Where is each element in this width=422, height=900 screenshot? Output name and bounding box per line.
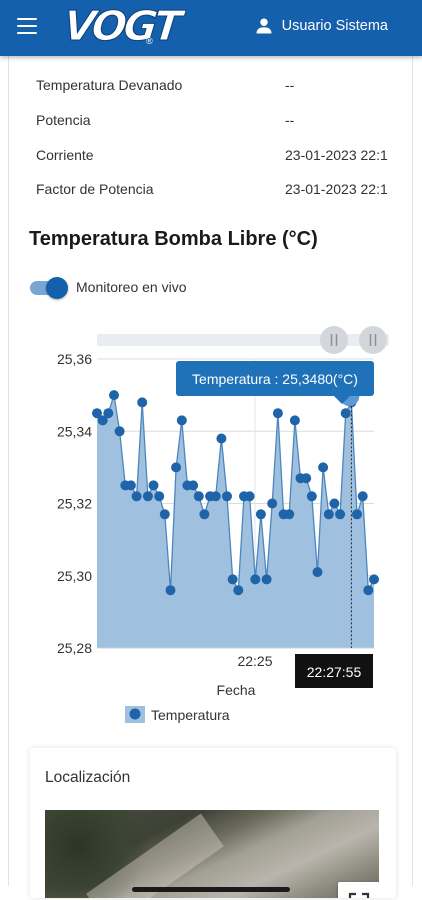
zoom-handle-start[interactable] (320, 326, 348, 354)
user-menu-button[interactable]: Usuario Sistema (254, 16, 388, 36)
property-label: Factor de Potencia (36, 181, 154, 197)
x-axis-label: Fecha (217, 682, 256, 698)
data-point (289, 415, 300, 426)
user-name: Usuario Sistema (281, 18, 388, 34)
y-tick-label: 25,30 (57, 568, 92, 584)
y-tick-label: 25,32 (57, 496, 92, 512)
data-point (103, 408, 114, 419)
data-point (244, 491, 255, 502)
satellite-map[interactable] (45, 810, 379, 898)
data-point (176, 415, 187, 426)
data-point (284, 509, 295, 520)
vogt-logo: VOGT (61, 2, 182, 51)
property-row: Factor de Potencia 23-01-2023 22:1 (36, 178, 406, 202)
live-monitoring-toggle[interactable] (28, 277, 68, 299)
tooltip-box (176, 361, 374, 396)
y-tick-label: 25,34 (57, 423, 92, 439)
property-value: 23-01-2023 22:1 (285, 181, 388, 197)
data-point (142, 491, 153, 502)
fullscreen-button[interactable] (338, 882, 379, 898)
data-point (92, 408, 102, 419)
account-icon (256, 18, 272, 34)
data-point (109, 390, 119, 401)
fullscreen-icon (348, 892, 370, 898)
data-point (97, 415, 108, 426)
tooltip-text: Temperatura : 25,3480(°C) (192, 371, 358, 387)
data-point (159, 509, 170, 520)
toggle-thumb (46, 277, 68, 299)
property-value: -- (285, 112, 295, 128)
data-point (267, 498, 278, 509)
location-card-title: Localización (45, 769, 131, 786)
data-point (233, 585, 244, 596)
tooltip-pointer (334, 396, 350, 404)
property-label: Potencia (36, 112, 91, 128)
data-point (357, 491, 368, 502)
data-point (318, 462, 329, 473)
data-point (352, 509, 362, 520)
property-row: Potencia -- (36, 109, 406, 133)
property-row: Temperatura Devanado -- (36, 74, 406, 98)
time-label-text: 22:27:55 (307, 664, 362, 680)
data-point (165, 585, 176, 596)
x-tick-label: 22:25 (237, 653, 272, 669)
app-bar: VOGT ® Usuario Sistema (0, 0, 422, 56)
data-point (199, 509, 210, 520)
property-value: 23-01-2023 22:1 (285, 147, 388, 163)
data-point (340, 408, 351, 419)
map-tree-cover (45, 810, 155, 898)
chart-title: Temperatura Bomba Libre (°C) (29, 228, 318, 250)
data-point (369, 574, 379, 585)
data-point (227, 574, 238, 585)
property-row: Corriente 23-01-2023 22:1 (36, 144, 406, 168)
data-point (216, 433, 227, 444)
data-point (261, 574, 272, 585)
data-point (210, 491, 221, 502)
data-point (137, 397, 148, 408)
hamburger-menu-icon[interactable] (17, 18, 37, 34)
data-point (193, 491, 204, 502)
data-point (131, 491, 142, 502)
data-point (148, 480, 159, 491)
temperature-chart[interactable]: 25,36 25,34 25,32 25,30 25,28 22:25 Fecha Tempe… (0, 316, 422, 736)
data-point (250, 574, 261, 585)
data-point (125, 480, 136, 491)
data-point (323, 509, 334, 520)
time-label-box (295, 654, 373, 688)
data-point (363, 585, 374, 596)
data-point (154, 491, 165, 502)
data-point (306, 491, 317, 502)
registered-mark: ® (146, 36, 153, 46)
zoom-handle-grip-icon (330, 334, 338, 346)
legend-item-temperatura[interactable]: Temperatura (151, 707, 230, 723)
location-card: Localización (30, 748, 396, 898)
property-label: Corriente (36, 147, 94, 163)
y-tick-label: 25,36 (57, 351, 92, 367)
property-value: -- (285, 77, 295, 93)
property-label: Temperatura Devanado (36, 77, 183, 93)
series-line (96, 394, 375, 593)
data-point (312, 567, 323, 578)
zoom-handle-grip-icon (369, 334, 377, 346)
home-indicator (132, 887, 290, 892)
data-point (114, 426, 125, 437)
data-point (171, 462, 182, 473)
y-tick-label: 25,28 (57, 640, 92, 656)
data-point (335, 509, 346, 520)
data-point (272, 408, 283, 419)
zoom-handle-end[interactable] (359, 326, 387, 354)
data-point (222, 491, 232, 502)
zoom-slider-track (97, 334, 389, 346)
data-point (329, 498, 340, 509)
content-border-left (8, 56, 9, 886)
data-point (301, 473, 312, 484)
live-monitoring-label: Monitoreo en vivo (76, 279, 187, 295)
data-point (255, 509, 266, 520)
series-area (97, 395, 374, 648)
data-point (188, 480, 199, 491)
content-border-right (412, 56, 413, 886)
legend-marker (129, 708, 141, 720)
